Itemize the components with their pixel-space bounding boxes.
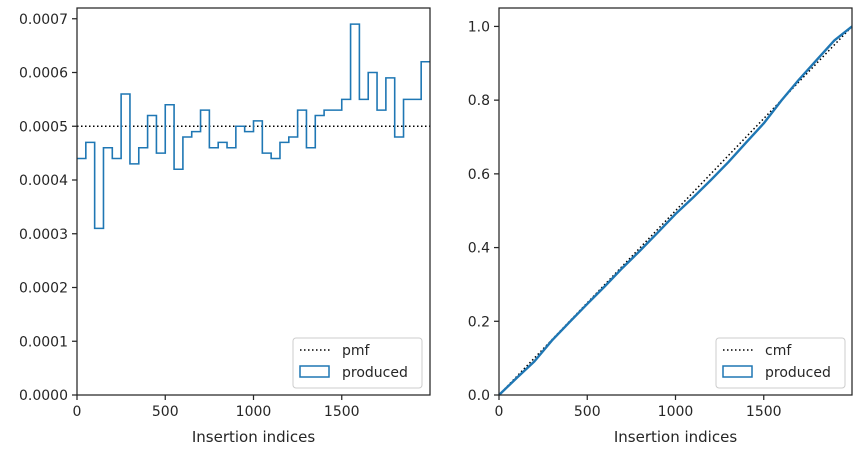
x-tick-label: 1500 <box>324 404 360 420</box>
legend-produced-label: produced <box>342 365 408 381</box>
y-tick-label: 0.0000 <box>19 388 68 404</box>
y-tick-label: 0.8 <box>468 93 490 109</box>
tick-group: 0 500 1000 1500 0.0000 0.0001 0.0002 0.0003 0.00… <box>19 12 360 420</box>
cmf-line-panel: 0 500 1000 1500 0.0 0.2 0.4 0.6 0.8 1.0 Insertion… <box>468 7 853 446</box>
y-tick-label: 0.0003 <box>19 227 68 243</box>
pmf-histogram-panel: 0 500 1000 1500 0.0000 0.0001 0.0002 0.0003 0.00… <box>19 7 431 446</box>
legend-produced-swatch <box>299 365 330 378</box>
x-tick-label: 1000 <box>658 404 694 420</box>
x-tick-label: 1500 <box>746 404 782 420</box>
legend-produced-label: produced <box>765 365 831 381</box>
x-tick-label: 500 <box>574 404 601 420</box>
x-tick-label: 0 <box>73 404 82 420</box>
plot-area-background <box>77 8 430 395</box>
legend-cmf-label: cmf <box>765 343 792 359</box>
y-tick-label: 1.0 <box>468 19 490 35</box>
x-tick-label: 0 <box>495 404 504 420</box>
y-tick-label: 0.4 <box>468 241 490 257</box>
produced-series <box>77 23 430 230</box>
y-tick-label: 0.6 <box>468 167 490 183</box>
legend: cmf produced <box>715 337 846 389</box>
y-tick-label: 0.0002 <box>19 281 68 297</box>
y-tick-label: 0.0006 <box>19 66 68 82</box>
plot-area-frame <box>498 7 853 396</box>
x-tick-label: 500 <box>152 404 179 420</box>
y-tick-label: 0.0001 <box>19 334 68 350</box>
y-tick-label: 0.2 <box>468 314 490 330</box>
legend: pmf produced <box>292 337 423 389</box>
produced-series <box>498 25 853 396</box>
histogram-step-outline <box>77 23 430 230</box>
tick-group: 0 500 1000 1500 0.0 0.2 0.4 0.6 0.8 1.0 <box>468 19 782 420</box>
legend-produced-swatch <box>722 365 753 378</box>
plot-area-frame <box>76 7 431 396</box>
x-tick-label: 1000 <box>236 404 272 420</box>
y-tick-label: 0.0 <box>468 388 490 404</box>
plot-area-background <box>499 8 852 395</box>
y-tick-label: 0.0005 <box>19 119 68 135</box>
y-tick-label: 0.0004 <box>19 173 68 189</box>
x-axis-label: Insertion indices <box>614 428 737 446</box>
x-axis-label: Insertion indices <box>192 428 315 446</box>
legend-pmf-label: pmf <box>342 343 371 359</box>
y-tick-label: 0.0007 <box>19 12 68 28</box>
